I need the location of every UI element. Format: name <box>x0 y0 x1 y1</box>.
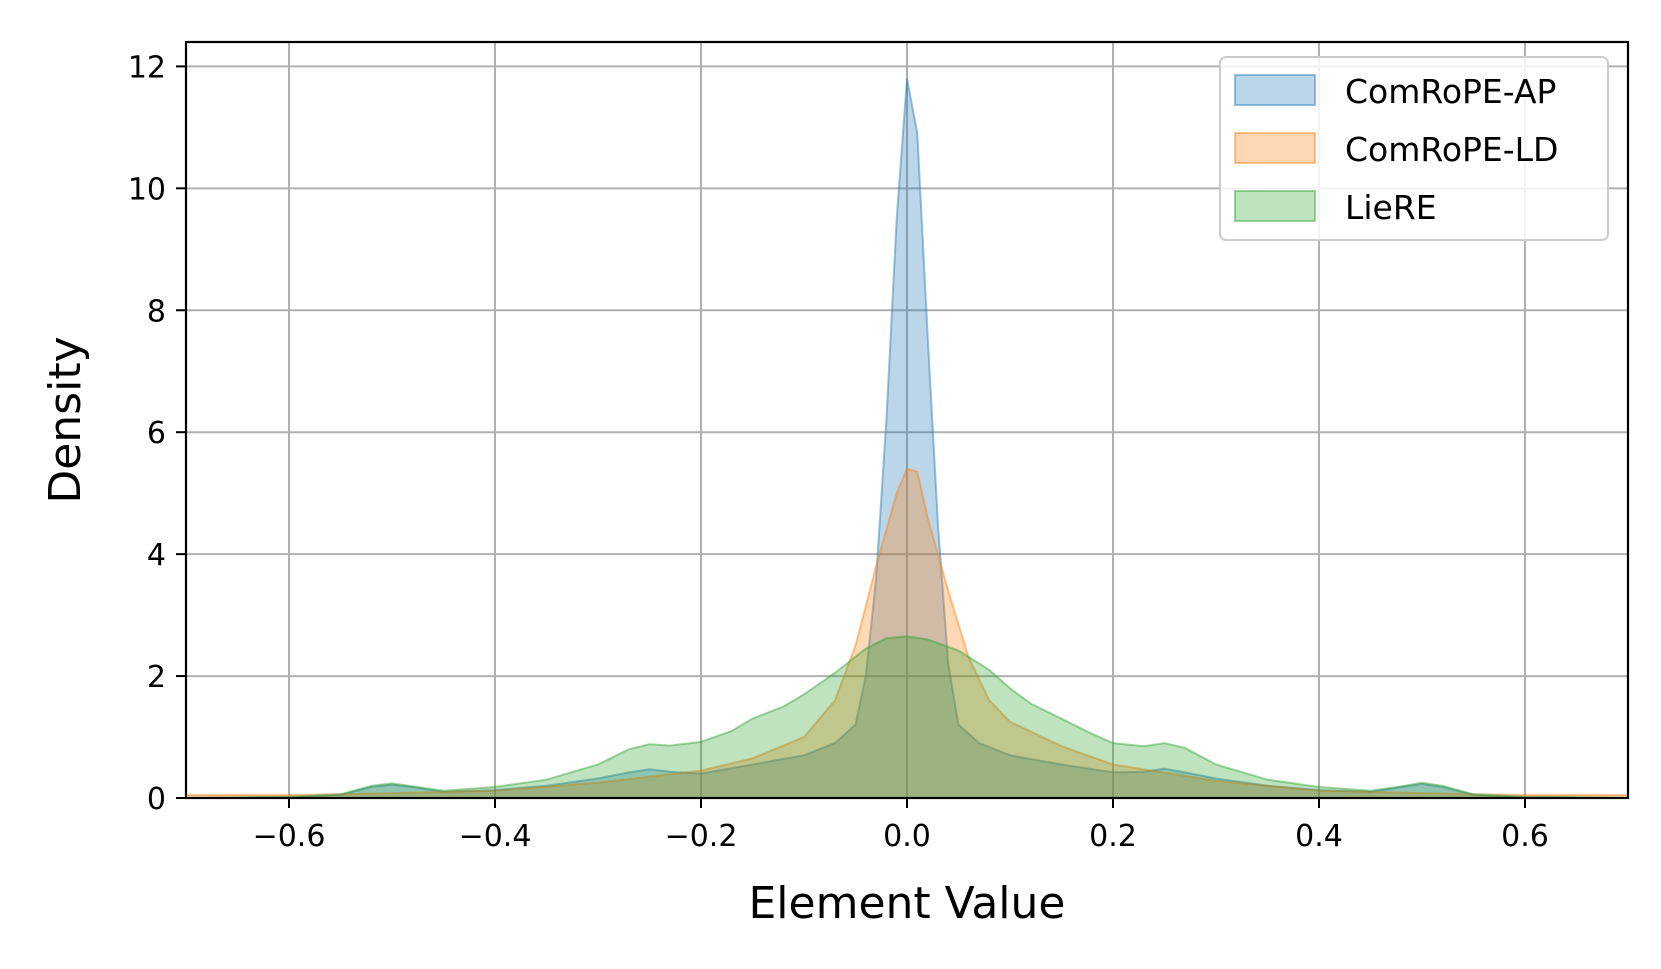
legend-swatch <box>1234 132 1316 164</box>
legend: ComRoPE-AP ComRoPE-LD LieRE <box>1219 56 1609 241</box>
line-liere <box>185 635 1629 799</box>
y-tick-label: 8 <box>147 294 166 329</box>
y-tick-label: 6 <box>147 416 166 451</box>
x-tick-label: −0.6 <box>253 819 326 854</box>
legend-swatch <box>1234 190 1316 222</box>
y-tick-label: 12 <box>128 50 166 85</box>
legend-label: LieRE <box>1345 188 1437 227</box>
x-tick-label: −0.2 <box>665 819 738 854</box>
density-areas <box>185 78 1629 799</box>
area-liere <box>186 636 1628 798</box>
x-tick-label: 0.2 <box>1089 819 1137 854</box>
legend-label: ComRoPE-AP <box>1345 72 1556 111</box>
legend-label: ComRoPE-LD <box>1345 130 1558 169</box>
x-tick-label: 0.4 <box>1295 819 1343 854</box>
x-tick-label: 0.0 <box>883 819 931 854</box>
legend-swatch <box>1234 74 1316 106</box>
y-tick-label: 2 <box>147 660 166 695</box>
y-axis-title: Density <box>40 336 91 503</box>
x-tick-label: 0.6 <box>1501 819 1549 854</box>
y-tick-label: 10 <box>128 172 166 207</box>
y-tick-label: 0 <box>147 782 166 817</box>
legend-box <box>1219 56 1609 241</box>
y-tick-label: 4 <box>147 538 166 573</box>
line-comrope-ap <box>185 78 1629 799</box>
axis-ticks: −0.6 −0.4 −0.2 0.0 0.2 0.4 0.6 0 2 4 6 8 10 12 <box>128 50 1549 854</box>
area-comrope-ap <box>186 78 1628 799</box>
area-comrope-ld <box>186 468 1628 798</box>
x-tick-label: −0.4 <box>459 819 532 854</box>
line-comrope-ld <box>186 467 1628 796</box>
x-axis-title: Element Value <box>749 878 1066 929</box>
